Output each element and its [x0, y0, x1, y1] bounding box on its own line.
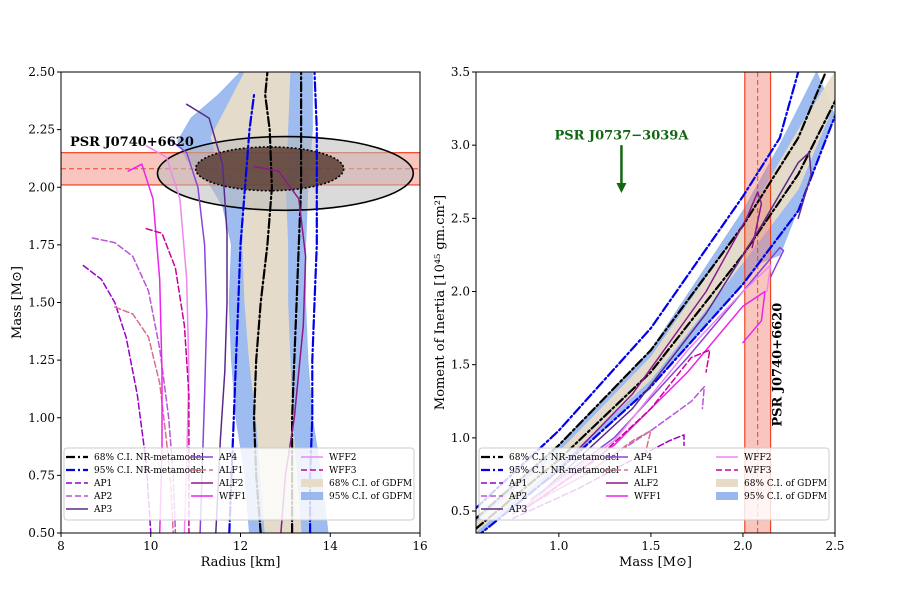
series-alf2: [548, 191, 763, 480]
legend-entry: AP2: [508, 492, 527, 502]
series-wff1: [521, 290, 766, 512]
x-axis-label: Radius [km]: [201, 555, 281, 570]
legend-entry: 68% C.I. of GDFM: [744, 479, 827, 489]
y-tick-label: 3.0: [451, 138, 470, 152]
legend-entry: WFF2: [329, 453, 356, 463]
legend-entry: WFF1: [219, 492, 246, 502]
series-95-c-i-nr-metamodel: [476, 72, 800, 510]
x-tick-label: 16: [412, 539, 427, 553]
legend-box: [478, 447, 830, 521]
legend-swatch: [301, 492, 323, 500]
legend: 68% C.I. NR-metamodel 95% C.I. NR-metamod…: [478, 447, 830, 521]
x-tick-label: 1.5: [641, 539, 660, 553]
annotation-arrow-head: [616, 183, 627, 194]
y-tick-label: 1.75: [28, 238, 55, 252]
x-tick-label: 2.5: [825, 539, 844, 553]
y-axis-label: Moment of Inertia [10⁴⁵ gm.cm²]: [433, 195, 448, 410]
legend-entry: 68% C.I. NR-metamodel: [94, 453, 204, 463]
y-tick-label: 2.00: [28, 180, 55, 194]
x-tick-label: 2.0: [733, 539, 752, 553]
y-tick-label: 0.5: [451, 504, 470, 518]
legend-entry: AP2: [93, 492, 112, 502]
x-tick-label: 8: [57, 539, 65, 553]
right-axes-frame: [475, 71, 836, 534]
legend-entry: ALF1: [218, 466, 243, 476]
annotation-label: PSR J0740+6620: [70, 135, 194, 150]
legend-entry: ALF1: [633, 466, 658, 476]
series-ap1: [82, 264, 152, 533]
x-tick-label: 1.0: [549, 539, 568, 553]
legend-entry: AP1: [508, 479, 527, 489]
y-tick-label: 0.50: [28, 526, 55, 540]
legend-entry: AP1: [93, 479, 112, 489]
y-tick-label: 0.75: [28, 468, 55, 482]
legend-entry: ALF2: [633, 479, 658, 489]
legend: 68% C.I. NR-metamodel 95% C.I. NR-metamod…: [63, 447, 415, 521]
series-wff3: [145, 227, 190, 533]
legend-swatch: [716, 479, 738, 487]
y-tick-label: 2.50: [28, 65, 55, 79]
legend-entry: 68% C.I. NR-metamodel: [509, 453, 619, 463]
y-tick-label: 2.0: [451, 285, 470, 299]
y-tick-label: 1.5: [451, 358, 470, 372]
y-tick-label: 1.00: [28, 411, 55, 425]
legend-entry: WFF3: [329, 466, 357, 476]
y-tick-label: 3.5: [451, 65, 470, 79]
legend-entry: AP4: [218, 453, 238, 463]
series-ap2: [91, 237, 177, 533]
x-tick-label: 10: [143, 539, 158, 553]
legend-swatch: [716, 492, 738, 500]
annotation-label: PSR J0737−3039A: [554, 128, 689, 143]
legend-entry: AP4: [633, 453, 653, 463]
legend-entry: WFF3: [744, 466, 772, 476]
series-68-c-i-nr-metamodel: [252, 72, 273, 533]
y-tick-label: 2.5: [451, 211, 470, 225]
legend-entry: 95% C.I. NR-metamodel: [94, 466, 204, 476]
legend-entry: WFF2: [744, 453, 771, 463]
left-plot-area: [61, 72, 420, 533]
y-tick-label: 1.0: [451, 431, 470, 445]
x-tick-label: 14: [323, 539, 339, 553]
series-ap3: [539, 151, 812, 495]
vertical-annotation-label: PSR J0740+6620: [771, 303, 786, 427]
legend-entry: AP3: [93, 505, 113, 515]
legend-entry: 68% C.I. of GDFM: [329, 479, 412, 489]
x-axis-label: Mass [M⊙]: [619, 555, 692, 570]
left-panel: 8 10 12 14 16 0.50 0.75 1.00 1.25 1.50 1.75 2.00 2.2…: [10, 65, 428, 570]
y-tick-label: 1.25: [28, 353, 55, 367]
legend-entry: 95% C.I. of GDFM: [329, 492, 412, 502]
legend-entry: 95% C.I. NR-metamodel: [509, 466, 619, 476]
legend-entry: 95% C.I. of GDFM: [744, 492, 827, 502]
y-axis-label: Mass [M⊙]: [10, 266, 25, 339]
right-panel: 1.0 1.5 2.0 2.5 0.5 1.0 1.5 2.0 2.5 3.0 3.5 Mass [M…: [433, 65, 845, 570]
series-ap2: [512, 385, 706, 515]
legend-entry: ALF2: [218, 479, 243, 489]
y-tick-label: 2.25: [28, 123, 55, 137]
y-tick-label: 1.50: [28, 296, 55, 310]
legend-swatch: [301, 479, 323, 487]
legend-box: [63, 447, 415, 521]
x-tick-label: 12: [233, 539, 248, 553]
legend-entry: WFF1: [634, 492, 661, 502]
legend-entry: AP3: [508, 505, 528, 515]
